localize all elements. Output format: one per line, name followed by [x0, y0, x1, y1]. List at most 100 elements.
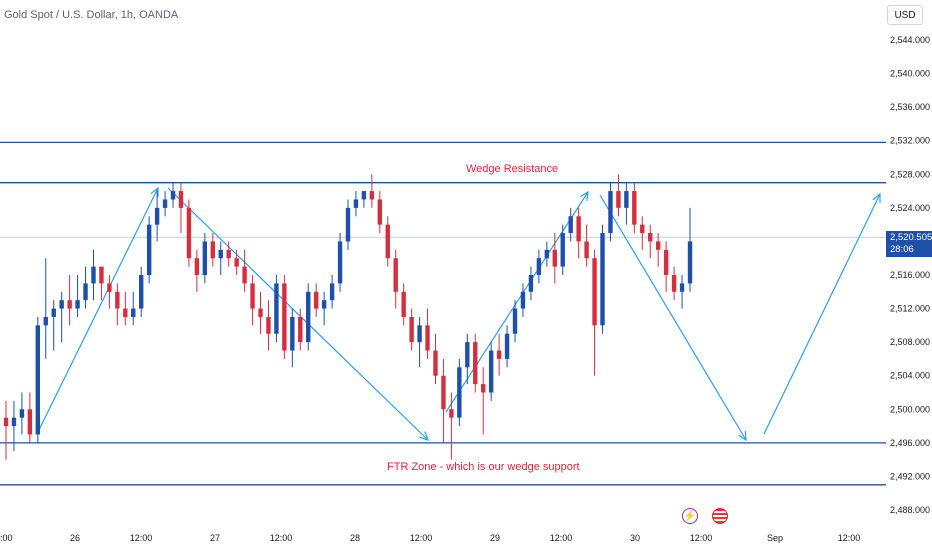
x-tick-11: Sep [767, 533, 783, 543]
x-tick-10: 12:00 [690, 533, 713, 543]
x-tick-12: 12:00 [838, 533, 861, 543]
y-tick-12: 2,536.000 [890, 102, 930, 112]
x-tick-7: 29 [490, 533, 500, 543]
candle-body-68 [544, 249, 550, 259]
candle-body-45 [361, 191, 367, 200]
lightning-event-icon[interactable]: ⚡ [682, 508, 698, 524]
candle-body-57 [457, 367, 462, 418]
candle-body-20 [162, 199, 168, 208]
candle-body-50 [401, 291, 406, 317]
trend-arrowhead-2 [580, 190, 589, 202]
trend-arrow-2 [445, 191, 589, 413]
candle-body-84 [671, 275, 677, 292]
candle-body-0 [3, 417, 9, 427]
candle-body-62 [496, 350, 502, 359]
candle-body-10 [83, 283, 88, 301]
candle-body-53 [425, 325, 430, 351]
arrow-drawings [37, 186, 881, 442]
candle-body-15 [123, 308, 128, 317]
candle-body-54 [433, 350, 438, 376]
candle-body-72 [576, 216, 581, 242]
candle-body-32 [258, 308, 263, 317]
candle-body-65 [520, 291, 526, 309]
y-tick-4: 2,504.000 [890, 371, 930, 381]
candlesticks [3, 174, 693, 460]
trend-arrowhead-0 [150, 186, 159, 198]
candle-body-58 [465, 342, 470, 368]
candle-body-25 [202, 241, 208, 275]
candle-body-86 [687, 241, 693, 284]
candle-body-8 [67, 300, 72, 309]
candle-body-21 [170, 191, 176, 200]
candle-body-71 [568, 216, 573, 234]
candle-body-36 [290, 316, 295, 351]
candle-body-9 [75, 300, 80, 309]
candle-body-63 [504, 333, 510, 359]
wedge-resistance-label: Wedge Resistance [466, 163, 558, 175]
y-tick-3: 2,500.000 [890, 404, 930, 414]
candle-body-1 [11, 417, 17, 427]
x-tick-9: 30 [630, 533, 640, 543]
candle-body-11 [91, 266, 96, 284]
trend-arrow-0 [37, 187, 159, 433]
candle-body-39 [313, 291, 319, 309]
candle-body-27 [218, 249, 223, 259]
x-tick-3: 27 [210, 533, 220, 543]
candle-body-59 [473, 342, 478, 385]
y-axis: 2,488.000 2,492.000 2,496.000 2,500.000 2,50… [890, 35, 930, 515]
candle-body-33 [266, 316, 271, 334]
currency-button[interactable]: USD [887, 5, 923, 25]
candle-body-34 [274, 283, 279, 334]
candle-body-85 [679, 283, 685, 292]
candle-body-60 [481, 384, 486, 393]
candle-body-2 [19, 409, 25, 418]
x-tick-6: 12:00 [410, 533, 433, 543]
us-flag-event-icon[interactable] [712, 508, 728, 524]
candle-body-43 [345, 207, 351, 242]
x-tick-2: 12:00 [130, 533, 153, 543]
candle-body-74 [592, 258, 597, 326]
candle-body-79 [632, 191, 637, 225]
candle-body-51 [409, 316, 414, 343]
candle-body-67 [536, 258, 542, 275]
candle-body-17 [139, 275, 144, 309]
candle-body-14 [115, 291, 120, 309]
candle-body-24 [194, 258, 200, 275]
candle-body-23 [186, 207, 192, 259]
trend-arrow-4 [763, 193, 881, 435]
candle-body-18 [146, 224, 152, 275]
candle-body-46 [369, 191, 375, 200]
candle-body-64 [512, 308, 518, 334]
candle-body-80 [640, 224, 645, 234]
candle-body-4 [35, 325, 41, 435]
trend-arrow-3 [599, 194, 747, 441]
current-price-tag: 2,520.505 28:06 [886, 231, 932, 257]
candle-body-81 [648, 233, 653, 242]
x-tick-4: 12:00 [270, 533, 293, 543]
y-tick-1: 2,492.000 [890, 471, 930, 481]
candle-body-55 [441, 375, 446, 410]
candle-body-82 [655, 241, 661, 250]
candle-body-6 [51, 308, 56, 317]
candle-body-76 [608, 191, 613, 234]
y-tick-2: 2,496.000 [890, 438, 930, 448]
candle-body-5 [43, 316, 48, 326]
current-price-value: 2,520.505 [890, 232, 932, 243]
candle-body-29 [234, 258, 239, 267]
candle-body-13 [107, 283, 112, 292]
candle-body-19 [154, 207, 160, 225]
candle-body-28 [226, 249, 231, 259]
candle-body-38 [306, 291, 311, 343]
candle-body-47 [377, 199, 383, 225]
x-axis: :00 26 12:00 27 12:00 28 12:00 29 12:00 30 12:00 Se… [0, 533, 860, 543]
y-tick-11: 2,532.000 [890, 136, 930, 146]
candle-body-69 [552, 249, 557, 267]
candle-body-16 [131, 308, 136, 317]
y-tick-14: 2,544.000 [890, 35, 930, 45]
candle-body-56 [449, 409, 454, 418]
candle-body-31 [250, 283, 255, 309]
x-tick-1: 26 [70, 533, 80, 543]
candle-body-26 [210, 241, 215, 259]
x-tick-5: 28 [350, 533, 360, 543]
